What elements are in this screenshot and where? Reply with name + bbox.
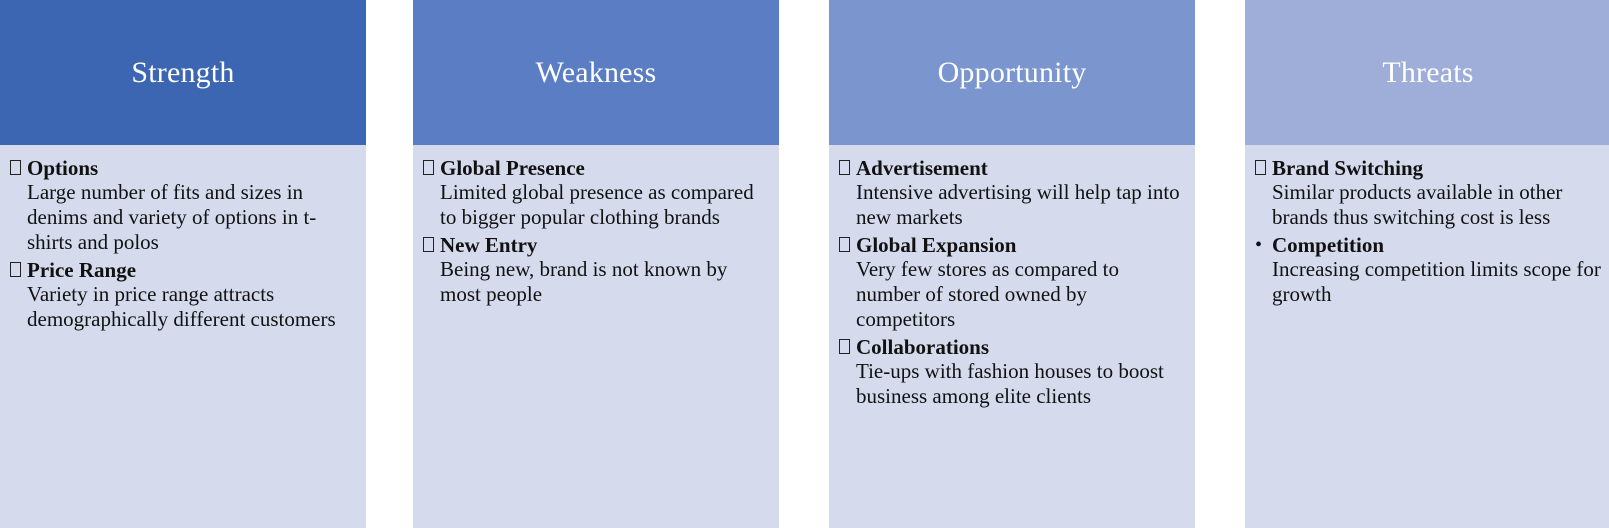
box-bullet-icon — [423, 160, 434, 175]
threats-body: Brand Switching Similar products availab… — [1245, 145, 1609, 528]
list-item: Price Range Variety in price range attra… — [10, 258, 356, 332]
item-description: Being new, brand is not known by most pe… — [440, 257, 728, 306]
strength-header: Strength — [0, 0, 366, 145]
item-title: Competition — [1272, 233, 1384, 257]
weakness-body: Global Presence Limited global presence … — [413, 145, 779, 528]
box-bullet-icon — [423, 237, 434, 252]
item-description: Similar products available in other bran… — [1272, 180, 1563, 229]
item-title: Advertisement — [856, 156, 988, 180]
box-bullet-icon — [10, 160, 21, 175]
item-title: Collaborations — [856, 335, 990, 359]
item-title: New Entry — [440, 233, 538, 257]
item-description: Intensive advertising will help tap into… — [856, 180, 1180, 229]
opportunity-body: Advertisement Intensive advertising will… — [829, 145, 1195, 528]
item-title: Price Range — [27, 258, 137, 282]
list-item: Advertisement Intensive advertising will… — [839, 156, 1185, 230]
list-item: Collaborations Tie-ups with fashion hous… — [839, 335, 1185, 409]
weakness-column: Weakness Global Presence Limited global … — [413, 0, 779, 528]
opportunity-header: Opportunity — [829, 0, 1195, 145]
box-bullet-icon — [839, 160, 850, 175]
item-description: Large number of fits and sizes in denims… — [27, 180, 317, 254]
item-description: Very few stores as compared to number of… — [856, 257, 1119, 331]
item-description: Limited global presence as compared to b… — [440, 180, 754, 229]
item-title: Global Expansion — [856, 233, 1017, 257]
list-item: Options Large number of fits and sizes i… — [10, 156, 356, 255]
list-item: • Competition Increasing competition lim… — [1255, 233, 1601, 307]
weakness-header: Weakness — [413, 0, 779, 145]
item-description: Increasing competition limits scope for … — [1272, 257, 1601, 306]
item-description: Tie-ups with fashion houses to boost bus… — [856, 359, 1164, 408]
list-item: Global Expansion Very few stores as comp… — [839, 233, 1185, 332]
box-bullet-icon — [10, 262, 21, 277]
list-item: Global Presence Limited global presence … — [423, 156, 769, 230]
box-bullet-icon — [839, 339, 850, 354]
opportunity-column: Opportunity Advertisement Intensive adve… — [829, 0, 1195, 528]
item-title: Brand Switching — [1272, 156, 1424, 180]
box-bullet-icon — [1255, 160, 1266, 175]
list-item: New Entry Being new, brand is not known … — [423, 233, 769, 307]
item-title: Options — [27, 156, 99, 180]
strength-column: Strength Options Large number of fits an… — [0, 0, 366, 528]
threats-column: Threats Brand Switching Similar products… — [1245, 0, 1609, 528]
box-bullet-icon — [839, 237, 850, 252]
threats-header: Threats — [1245, 0, 1609, 145]
item-title: Global Presence — [440, 156, 585, 180]
item-description: Variety in price range attracts demograp… — [27, 282, 336, 331]
list-item: Brand Switching Similar products availab… — [1255, 156, 1601, 230]
strength-body: Options Large number of fits and sizes i… — [0, 145, 366, 528]
dot-bullet-icon: • — [1255, 234, 1263, 256]
